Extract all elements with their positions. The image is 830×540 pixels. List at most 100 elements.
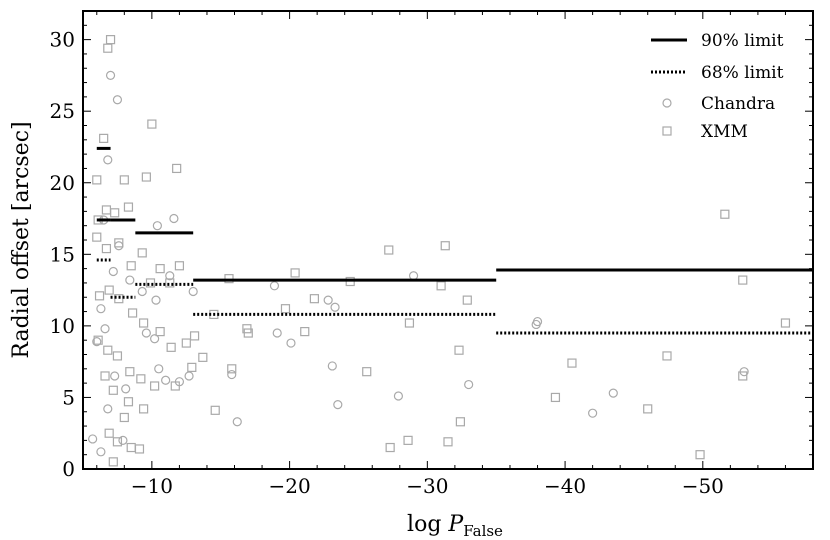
chandra-point bbox=[188, 286, 198, 297]
chandra-point bbox=[118, 435, 128, 445]
xmm-point bbox=[300, 327, 310, 337]
x-axis-label: log PFalse bbox=[407, 512, 503, 540]
xmm-point bbox=[126, 442, 136, 453]
xmm-point bbox=[290, 268, 300, 278]
xmm-point bbox=[550, 392, 561, 403]
xmm-point bbox=[126, 261, 136, 271]
xmm-point bbox=[137, 248, 147, 258]
xmm-point bbox=[141, 172, 151, 182]
chandra-point bbox=[125, 275, 135, 285]
chandra-point bbox=[232, 417, 242, 427]
chandra-point bbox=[269, 281, 280, 291]
y-axis-label: Radial offset [arcsec] bbox=[9, 121, 34, 358]
xmm-point bbox=[720, 209, 730, 219]
xmm-point bbox=[104, 428, 114, 438]
legend-label-68: 68% limit bbox=[701, 63, 784, 83]
chandra-point bbox=[92, 337, 102, 347]
xmm-point bbox=[145, 278, 156, 288]
xmm-point bbox=[210, 405, 220, 415]
chandra-point bbox=[96, 304, 106, 314]
xmm-point bbox=[662, 351, 672, 361]
chandra-point bbox=[137, 286, 147, 297]
xmm-point bbox=[643, 404, 653, 414]
chandra-point bbox=[165, 271, 175, 281]
xmm-point bbox=[187, 362, 197, 372]
xmm-point bbox=[139, 318, 149, 328]
legend-label-chandra: Chandra bbox=[701, 94, 775, 114]
xmm-point bbox=[227, 364, 237, 374]
x-tick-label: −50 bbox=[682, 474, 724, 498]
xmm-point bbox=[384, 245, 394, 255]
x-axis-label-subscript: False bbox=[463, 522, 503, 540]
x-tick-label: −40 bbox=[544, 474, 586, 498]
x-tick-label: −20 bbox=[268, 474, 310, 498]
xmm-point bbox=[155, 264, 165, 274]
xmm-point bbox=[404, 318, 415, 328]
xmm-point bbox=[440, 241, 450, 251]
xmm-point bbox=[738, 371, 748, 381]
xmm-point bbox=[105, 35, 116, 45]
chandra-point bbox=[272, 328, 282, 338]
y-tick-label: 20 bbox=[50, 171, 75, 195]
xmm-point bbox=[443, 437, 453, 447]
xmm-point bbox=[99, 133, 109, 143]
xmm-point bbox=[103, 43, 113, 53]
xmm-point bbox=[189, 331, 200, 341]
xmm-point bbox=[125, 367, 135, 377]
xmm-point bbox=[112, 437, 123, 447]
chandra-point bbox=[152, 221, 162, 231]
chandra-point bbox=[161, 375, 171, 385]
chandra-point bbox=[114, 241, 124, 251]
chandra-point bbox=[96, 447, 106, 457]
chandra-point bbox=[121, 384, 131, 394]
chandra-point bbox=[141, 328, 151, 338]
xmm-point bbox=[94, 291, 105, 301]
xmm-point bbox=[170, 381, 180, 391]
xmm-point bbox=[462, 295, 472, 305]
chandra-point bbox=[393, 391, 404, 401]
xmm-point bbox=[100, 371, 110, 381]
chandra-point bbox=[184, 371, 194, 381]
xmm-point bbox=[92, 232, 102, 242]
xmm-point bbox=[243, 328, 253, 338]
xmm-point bbox=[104, 285, 114, 295]
chandra-point bbox=[532, 316, 543, 327]
xmm-point bbox=[136, 374, 146, 384]
chandra-point bbox=[323, 295, 333, 305]
xmm-point bbox=[385, 442, 395, 453]
chandra-point bbox=[112, 95, 123, 105]
xmm-point bbox=[127, 308, 138, 318]
chandra-point bbox=[110, 371, 120, 381]
xmm-point bbox=[172, 163, 182, 174]
chandra-point bbox=[333, 399, 343, 410]
axis-ticks: 0 5 10 15 20 25 30 −10 −20 −30 −40 −50 bbox=[50, 10, 814, 498]
legend-swatch-chandra bbox=[662, 98, 672, 108]
xmm-point bbox=[93, 335, 103, 345]
chandra-point bbox=[108, 266, 118, 277]
chandra-point bbox=[227, 369, 237, 380]
x-axis-label-symbol: P bbox=[447, 512, 464, 537]
y-tick-label: 10 bbox=[50, 314, 75, 338]
xmm-point bbox=[455, 417, 465, 427]
xmm-point bbox=[110, 208, 120, 218]
chandra-point bbox=[103, 155, 113, 165]
chandra-point bbox=[103, 404, 113, 414]
chandra-point bbox=[169, 213, 179, 224]
xmm-point bbox=[165, 278, 175, 288]
chandra-point bbox=[150, 334, 160, 344]
xmm-point bbox=[181, 338, 191, 348]
svg-text:log PFalse: log PFalse bbox=[407, 512, 503, 540]
x-tick-label: −10 bbox=[131, 474, 173, 498]
xmm-point bbox=[123, 397, 134, 407]
chandra-point bbox=[151, 295, 161, 305]
chandra-point bbox=[105, 70, 116, 81]
y-tick-label: 25 bbox=[50, 99, 75, 123]
y-tick-label: 5 bbox=[62, 385, 75, 409]
chandra-point bbox=[588, 408, 598, 418]
xmm-point bbox=[166, 342, 176, 352]
y-tick-label: 15 bbox=[50, 242, 75, 266]
xmm-point bbox=[92, 175, 102, 185]
xmm-point bbox=[695, 450, 705, 460]
y-tick-label: 30 bbox=[50, 28, 75, 52]
